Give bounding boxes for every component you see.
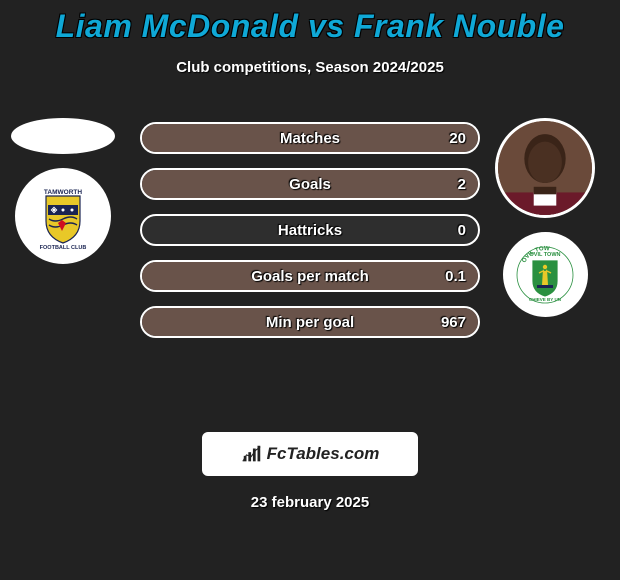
date-line: 23 february 2025 [0,494,620,511]
left-club-crest: TAMWORTH FOOTBALL CLUB [15,168,111,264]
stat-row: 0Hattricks [140,214,480,246]
stat-fill-right [142,124,478,152]
left-player-avatar [11,118,115,154]
stat-fill-right [142,262,478,290]
svg-text:CHIEVE BY UN: CHIEVE BY UN [529,297,561,302]
chart-bars-icon [241,443,263,465]
stat-row: 2Goals [140,168,480,200]
stat-label: Hattricks [142,216,478,244]
watermark-text: FcTables.com [267,444,380,464]
svg-text:FOOTBALL CLUB: FOOTBALL CLUB [40,245,87,251]
page-title: Liam McDonald vs Frank Nouble [0,0,620,45]
stat-value-right: 0 [446,216,478,244]
right-player-column: OVIL TOW OVIL TOWN CHIEVE BY UN [490,118,600,317]
watermark-badge: FcTables.com [202,432,418,476]
stat-fill-right [142,170,478,198]
subtitle: Club competitions, Season 2024/2025 [0,59,620,76]
svg-text:TAMWORTH: TAMWORTH [44,189,82,196]
player-photo-icon [498,118,592,218]
stat-fill-right [142,308,478,336]
yeovil-crest-icon: OVIL TOW OVIL TOWN CHIEVE BY UN [515,245,575,305]
stat-value-left [142,216,166,244]
right-club-crest: OVIL TOW OVIL TOWN CHIEVE BY UN [503,232,588,317]
right-player-avatar [495,118,595,218]
stat-row: 967Min per goal [140,306,480,338]
stats-block: 20Matches 2Goals 0Hattricks 0.1Goals per ma… [140,122,480,352]
stat-row: 0.1Goals per match [140,260,480,292]
left-player-column: TAMWORTH FOOTBALL CLUB [8,118,118,264]
stat-row: 20Matches [140,122,480,154]
svg-text:OVIL TOWN: OVIL TOWN [530,252,561,258]
tamworth-crest-icon: TAMWORTH FOOTBALL CLUB [28,181,98,251]
